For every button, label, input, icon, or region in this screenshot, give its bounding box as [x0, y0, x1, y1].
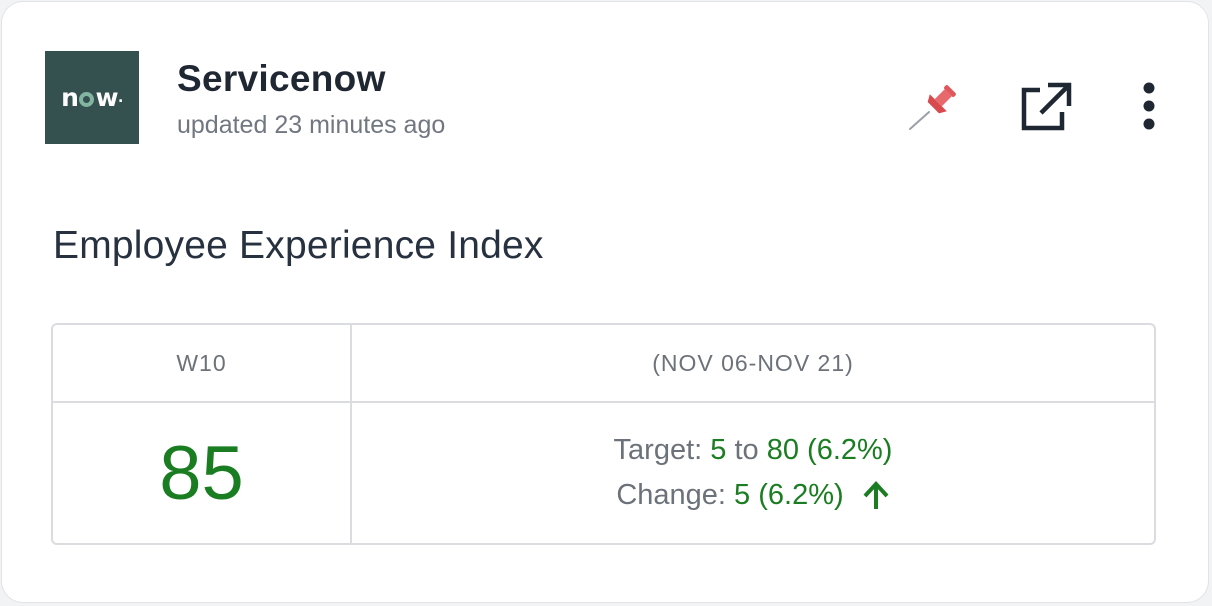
period-label: W10: [176, 349, 227, 376]
arrow-up-icon: [862, 480, 890, 511]
target-line: Target: 5 to 80 (6.2%): [614, 434, 893, 467]
metric-table: W10 (NOV 06-NOV 21) 85 Target: 5 to 80 (…: [51, 323, 1156, 545]
score-value: 85: [159, 430, 244, 516]
widget-title: Employee Experience Index: [53, 224, 544, 267]
updated-timestamp: updated 23 minutes ago: [177, 111, 446, 139]
target-to-word: to: [726, 434, 767, 466]
target-label: Target:: [613, 434, 711, 466]
date-range-label: (NOV 06-NOV 21): [652, 349, 854, 376]
external-link-icon[interactable]: [1014, 78, 1076, 136]
app-name: Servicenow: [177, 58, 386, 99]
target-to-value: 80 (6.2%): [766, 434, 893, 466]
change-line: Change: 5 (6.2%): [616, 479, 889, 512]
row-divider: [53, 401, 1154, 403]
change-label: Change:: [616, 479, 735, 511]
target-from: 5: [710, 434, 727, 466]
logo-letter-w: w: [95, 83, 119, 112]
logo-letter-n: n: [61, 83, 79, 112]
more-vertical-icon[interactable]: [1132, 78, 1166, 136]
change-value: 5 (6.2%): [734, 479, 844, 511]
logo-dot: .: [118, 89, 123, 106]
logo-o-mark: [79, 92, 95, 107]
column-divider: [350, 325, 352, 543]
servicenow-logo: n w .: [45, 51, 139, 144]
pin-icon[interactable]: [905, 80, 963, 134]
metric-details: Target: 5 to 80 (6.2%) Change: 5 (6.2%): [352, 403, 1154, 543]
logo-wordmark: n w .: [61, 83, 123, 112]
